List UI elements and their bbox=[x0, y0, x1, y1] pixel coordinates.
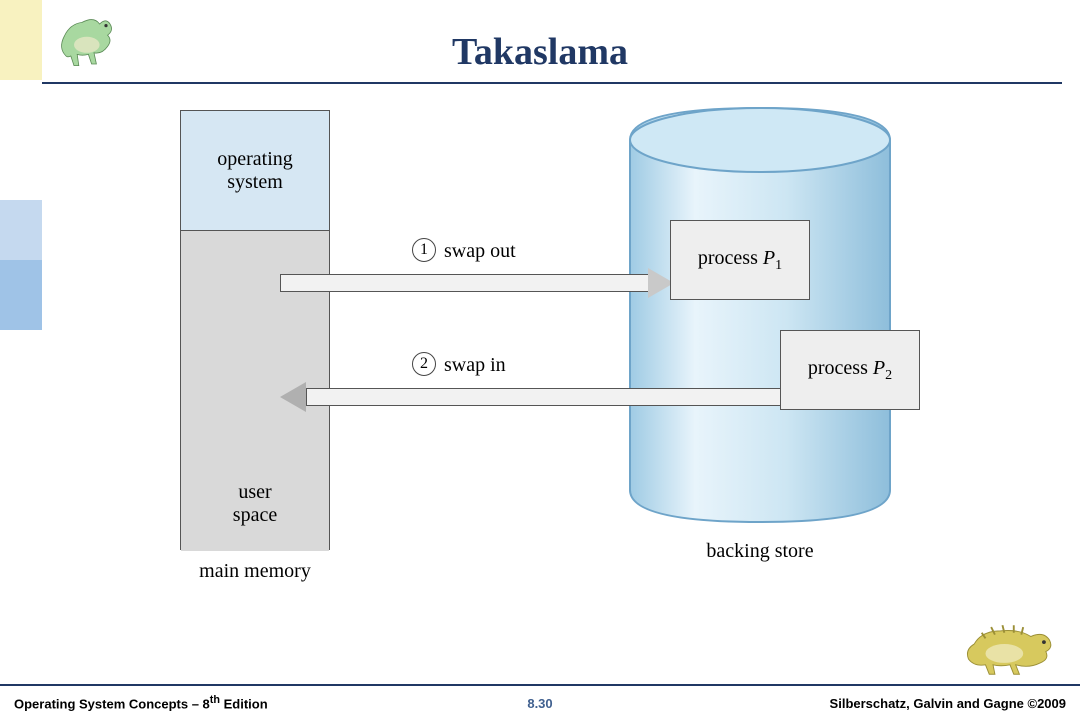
dinosaur-decoration-bottom bbox=[960, 612, 1060, 678]
os-partition: operating system bbox=[181, 111, 329, 231]
main-memory-box: operating system user space bbox=[180, 110, 330, 550]
swap-out-step-number: 1 bbox=[412, 238, 436, 262]
process-p2-box: process P2 bbox=[780, 330, 920, 410]
swap-in-arrow-head bbox=[280, 382, 306, 412]
process-p2-word: process bbox=[808, 357, 868, 379]
os-label: operating system bbox=[217, 148, 293, 194]
process-p1-box: process P1 bbox=[670, 220, 810, 300]
slide-title: Takaslama bbox=[0, 30, 1080, 74]
backing-store-label: backing store bbox=[620, 540, 900, 563]
footer-edition-word: Edition bbox=[220, 697, 268, 712]
process-p2-sub: 2 bbox=[885, 368, 892, 383]
sidebar-block-blue-light bbox=[0, 200, 42, 260]
footer-edition-ordinal: th bbox=[210, 694, 220, 706]
process-p2-text: process P2 bbox=[808, 357, 892, 384]
slide-sidebar bbox=[0, 0, 42, 670]
user-space-label: user space bbox=[181, 481, 329, 527]
backing-store-cylinder bbox=[620, 100, 900, 530]
swap-in-arrow-shaft bbox=[306, 388, 796, 406]
process-p1-var: P bbox=[763, 247, 775, 269]
footer-left: Operating System Concepts – 8th Edition bbox=[14, 694, 268, 711]
title-underline bbox=[42, 82, 1062, 84]
process-p1-text: process P1 bbox=[698, 247, 782, 274]
diagram-area: operating system user space main memory … bbox=[140, 100, 940, 600]
slide-footer: Operating System Concepts – 8th Edition … bbox=[0, 684, 1080, 720]
process-p1-sub: 1 bbox=[775, 258, 782, 273]
footer-book-title: Operating System Concepts – 8 bbox=[14, 697, 210, 712]
swap-out-arrow-shaft bbox=[280, 274, 650, 292]
process-p1-word: process bbox=[698, 247, 758, 269]
process-p2-var: P bbox=[873, 357, 885, 379]
main-memory-label: main memory bbox=[180, 560, 330, 583]
swap-out-label: swap out bbox=[444, 240, 516, 263]
footer-page-number: 8.30 bbox=[527, 696, 552, 711]
footer-copyright: Silberschatz, Galvin and Gagne ©2009 bbox=[830, 696, 1066, 711]
swap-in-step-number: 2 bbox=[412, 352, 436, 376]
swap-in-label: swap in bbox=[444, 354, 506, 377]
sidebar-block-blue-mid bbox=[0, 260, 42, 330]
